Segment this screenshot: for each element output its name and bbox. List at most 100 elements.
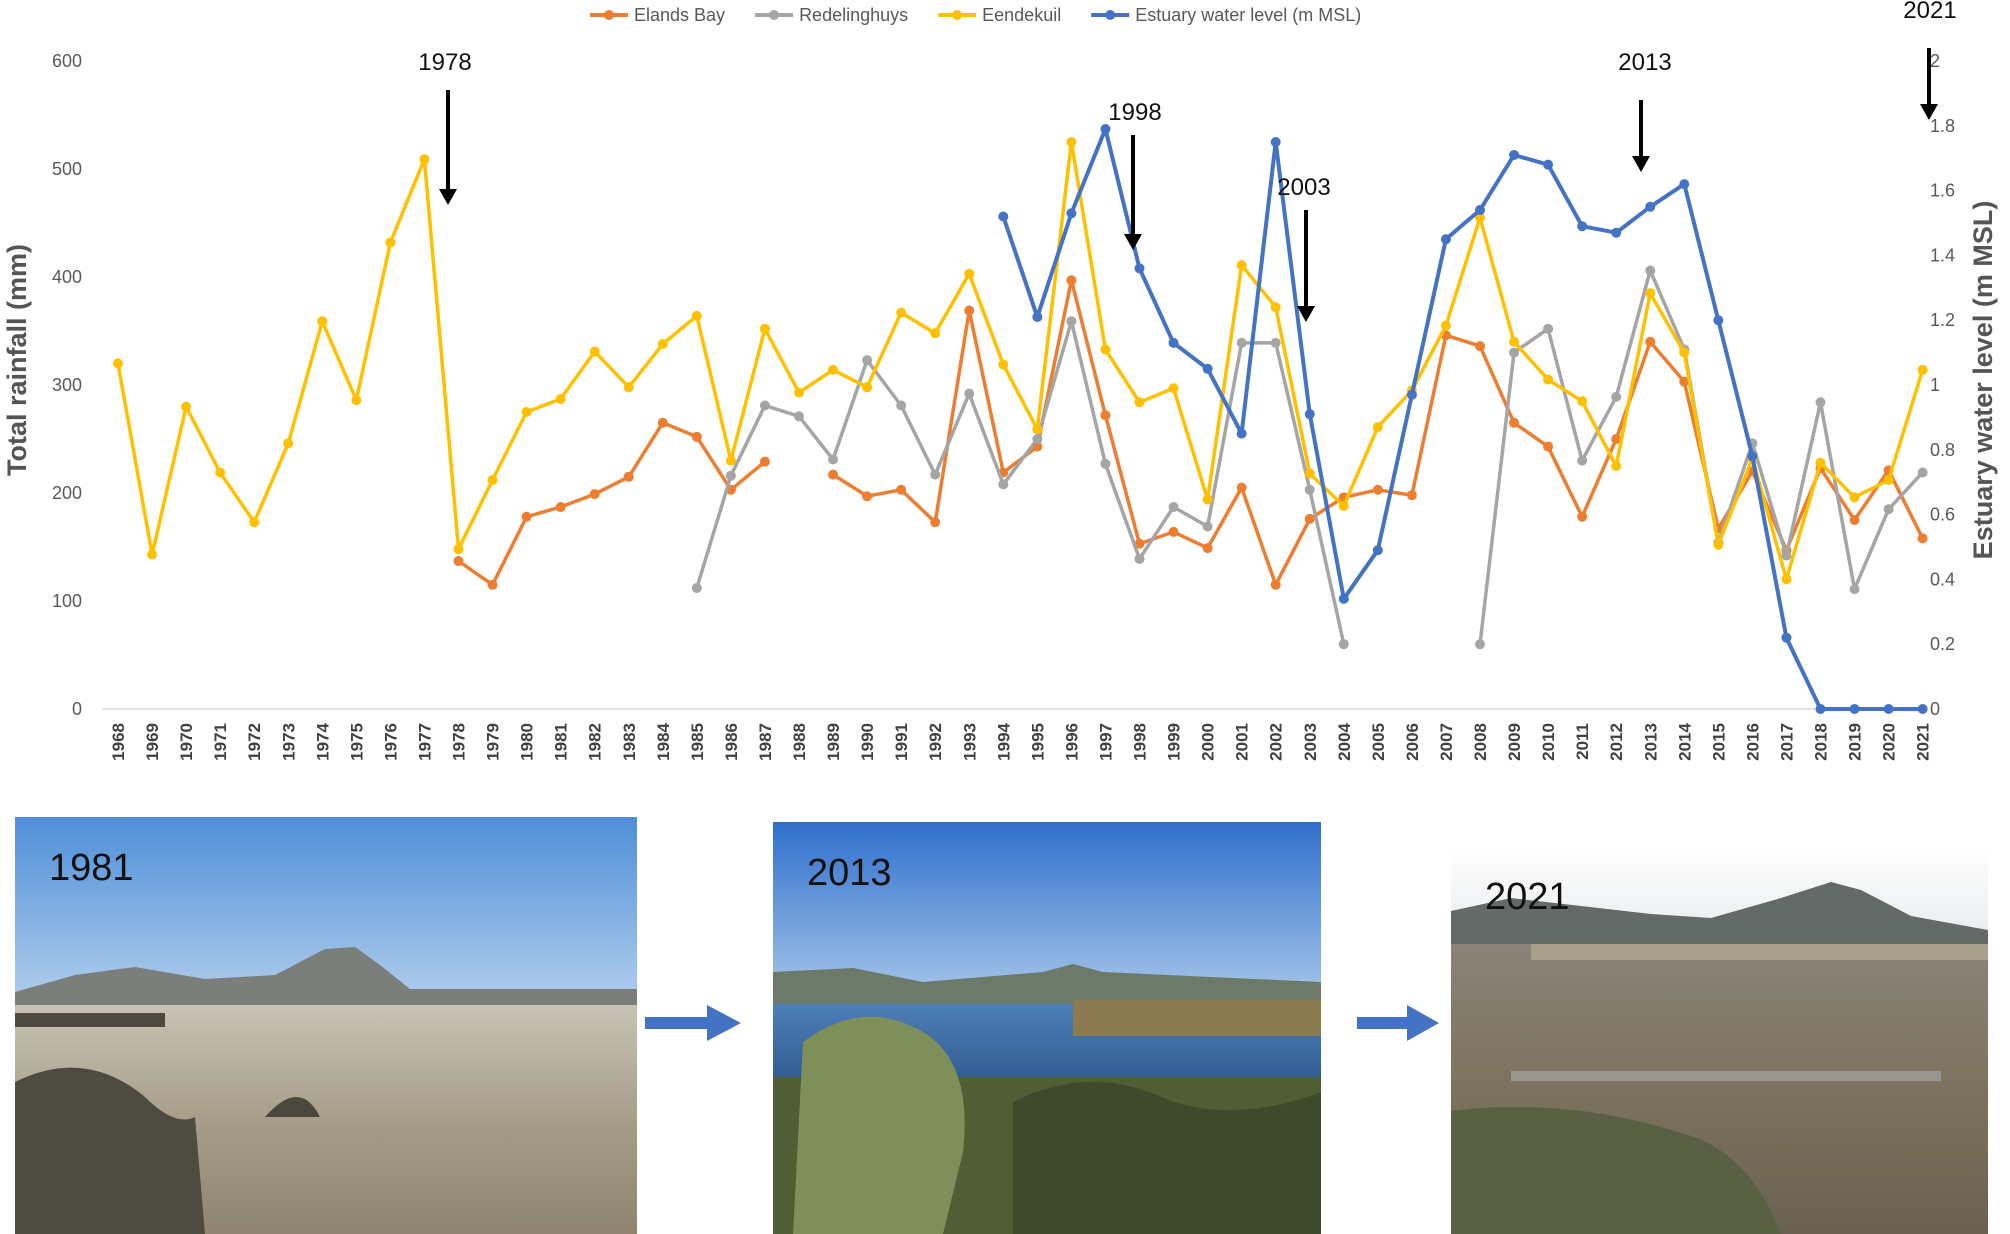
annotation-arrow-head (1297, 306, 1315, 322)
x-tick-label: 1987 (756, 723, 775, 761)
y-left-tick-label: 500 (52, 159, 82, 179)
data-point (1611, 391, 1622, 402)
photo-2021: 2021 (1451, 846, 1988, 1234)
x-tick-label: 1976 (381, 723, 400, 761)
data-point (964, 305, 975, 316)
data-point (896, 400, 907, 411)
data-point (1202, 494, 1213, 505)
data-point (521, 407, 532, 417)
legend-swatch-marker (769, 10, 780, 20)
data-point (725, 470, 736, 481)
data-point (147, 549, 158, 560)
data-point (1406, 490, 1417, 501)
data-point (1543, 323, 1554, 334)
data-point (1304, 409, 1315, 420)
data-point (1815, 397, 1826, 408)
data-point (1713, 539, 1724, 550)
x-tick-label: 2009 (1505, 723, 1524, 761)
data-point (1577, 221, 1588, 232)
data-point (1475, 205, 1485, 216)
data-point (1645, 265, 1656, 276)
data-point (215, 467, 226, 478)
data-point (998, 359, 1009, 370)
x-axis: 1968 1969 1970 1971 1972 1973 1974 1975 1976 1977… (109, 722, 1933, 760)
annotation-label: 1978 (418, 49, 471, 76)
data-point (1406, 389, 1417, 400)
data-point (453, 556, 464, 567)
legend-label: Elands Bay (634, 5, 725, 25)
data-point (1577, 511, 1588, 522)
x-tick-label: 2003 (1301, 723, 1320, 761)
data-point (1679, 179, 1690, 190)
series-line (1001, 127, 1923, 711)
photo-1981-image (15, 817, 637, 1234)
x-tick-label: 1968 (109, 723, 128, 761)
data-point (759, 323, 770, 334)
data-point (1849, 584, 1860, 595)
series-estuary-water-level-m-msl (998, 124, 1928, 714)
photo-2013-label: 2013 (807, 852, 892, 894)
data-point (1781, 632, 1792, 643)
x-tick-label: 1977 (415, 723, 434, 761)
y-right-tick-label: 1 (1930, 375, 1940, 395)
data-point (1304, 468, 1315, 479)
annotation-label: 2013 (1618, 49, 1671, 76)
x-tick-label: 2007 (1437, 723, 1456, 761)
data-point (1645, 336, 1656, 347)
x-tick-label: 2010 (1539, 723, 1558, 761)
data-point (1781, 574, 1792, 585)
data-point (1236, 337, 1247, 348)
data-point (1679, 376, 1690, 387)
data-point (862, 355, 873, 366)
y-left-tick-label: 300 (52, 375, 82, 395)
data-point (1066, 137, 1077, 147)
data-point (828, 364, 839, 375)
data-point (1202, 543, 1213, 554)
data-point (1883, 475, 1894, 486)
y-left-tick-label: 100 (52, 591, 82, 611)
data-point (1168, 526, 1179, 537)
y-right-tick-label: 0.4 (1930, 569, 1955, 589)
data-point (283, 438, 294, 449)
data-point (1134, 263, 1145, 274)
data-point (1304, 513, 1315, 524)
series-line (116, 140, 1925, 582)
data-point (1917, 364, 1928, 375)
legend-swatch-marker (952, 10, 963, 20)
data-point (1100, 458, 1111, 469)
photo-2021-label: 2021 (1485, 876, 1570, 918)
x-tick-label: 2006 (1403, 723, 1422, 761)
data-point (1134, 538, 1145, 549)
data-point (1849, 704, 1860, 714)
chart-legend: Elands Bay Redelinghuys Eendekuil Estuary w… (590, 5, 1361, 25)
x-tick-label: 1978 (450, 723, 469, 761)
x-tick-label: 1984 (654, 722, 673, 760)
data-point (1679, 347, 1690, 358)
x-tick-label: 1990 (858, 723, 877, 761)
data-point (1509, 347, 1520, 358)
data-point (1066, 208, 1077, 219)
photo-2013-image (773, 822, 1321, 1234)
x-tick-label: 2021 (1914, 723, 1933, 761)
y-left-tick-label: 0 (72, 699, 82, 719)
photo-1981: 1981 (15, 817, 637, 1234)
data-point (1917, 704, 1928, 714)
y-right-tick-label: 1.6 (1930, 181, 1955, 201)
data-point (589, 489, 600, 500)
legend-label: Redelinghuys (799, 5, 908, 25)
x-tick-label: 2001 (1233, 723, 1252, 761)
data-point (1917, 467, 1928, 478)
data-point (453, 544, 464, 555)
data-point (1270, 337, 1281, 348)
x-tick-label: 1991 (892, 723, 911, 761)
data-point (1338, 500, 1349, 511)
data-point (1236, 428, 1247, 439)
data-point (1509, 417, 1520, 428)
data-point (1032, 424, 1043, 435)
data-point (896, 484, 907, 495)
data-point (1849, 515, 1860, 525)
data-point (1645, 288, 1656, 299)
data-point (759, 456, 770, 467)
x-tick-label: 2020 (1880, 723, 1899, 761)
x-tick-label: 1996 (1062, 723, 1081, 761)
